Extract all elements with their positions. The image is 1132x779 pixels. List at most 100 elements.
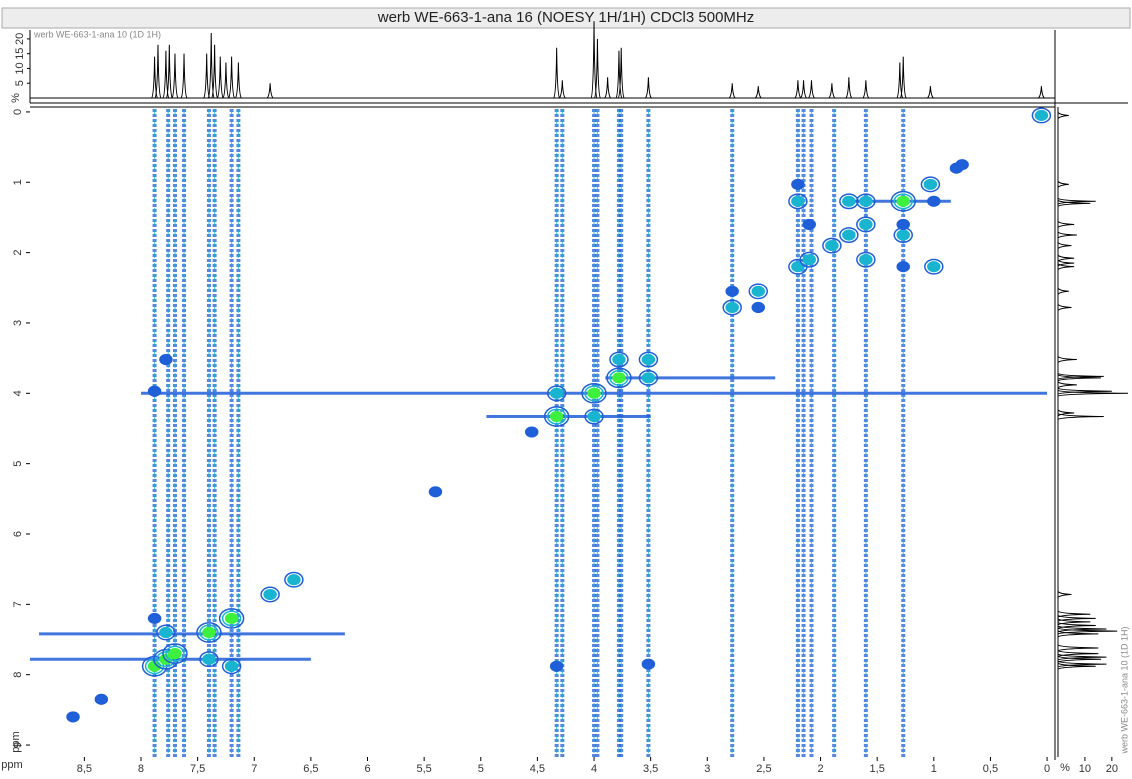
contour-ring	[825, 240, 839, 252]
trace-peak	[165, 44, 173, 99]
cross-peak	[638, 369, 659, 386]
cross-peak	[428, 486, 443, 498]
side-peak	[1057, 409, 1075, 417]
cross-peak	[641, 658, 656, 670]
side-peak	[1057, 389, 1129, 397]
cross-peak	[839, 193, 859, 210]
x-unit: ppm	[1, 759, 22, 771]
chart-title: werb WE-663-1-ana 16 (NOESY 1H/1H) CDCl3…	[377, 9, 755, 26]
side-peak	[1057, 614, 1096, 622]
contour-ring	[168, 648, 182, 660]
contour-ring	[66, 711, 80, 723]
trace-peak	[558, 80, 566, 99]
contour-ring	[543, 406, 570, 427]
x-tick-label: 3,5	[643, 763, 658, 775]
side-peak	[1057, 356, 1077, 363]
contour-ring	[802, 254, 816, 266]
side-peak	[1057, 627, 1118, 635]
contour-ring	[839, 227, 859, 243]
side-peak	[1057, 655, 1102, 663]
contour-ring	[641, 658, 656, 670]
contour-ring	[147, 612, 162, 624]
contour-ring	[788, 193, 808, 210]
cross-peak	[221, 658, 242, 675]
trace-peak	[604, 77, 612, 99]
trace-peak	[211, 44, 219, 99]
cross-peak	[927, 195, 941, 207]
contour-ring	[802, 218, 816, 231]
contour-ring	[799, 251, 819, 268]
trace-peak	[171, 53, 179, 99]
x-tick-label: 2	[817, 763, 823, 775]
contour-ring	[202, 653, 216, 665]
contour-ring	[263, 588, 277, 601]
cross-peak	[284, 571, 304, 588]
contour-ring	[842, 229, 856, 241]
contour-ring	[725, 285, 739, 297]
contour-ring	[924, 258, 944, 275]
contour-ring	[612, 353, 626, 366]
x-tick-label: 1	[931, 763, 937, 775]
contour-ring	[221, 610, 242, 627]
contour-ring	[609, 351, 629, 368]
plot-area	[30, 107, 1052, 757]
side-peak	[1057, 630, 1099, 638]
contour-ring	[859, 195, 873, 207]
y-tick-label: 0	[12, 109, 24, 115]
x-tick-label: 6	[364, 763, 370, 775]
side-peak	[1057, 644, 1099, 652]
contour-ring	[587, 387, 601, 399]
trace-peak	[615, 50, 623, 99]
cross-peak	[725, 285, 739, 297]
side-peak	[1057, 662, 1096, 670]
y-tick-label: 9	[12, 742, 24, 748]
contour-ring	[147, 385, 162, 397]
side-peak	[1057, 254, 1075, 262]
trace-peak	[728, 83, 736, 99]
trace-peak	[180, 53, 188, 99]
trace-peak	[800, 80, 807, 99]
cross-peak	[581, 382, 607, 404]
contour-ring	[856, 216, 876, 233]
y-tick-label: 4	[12, 390, 24, 396]
side-peak	[1057, 660, 1107, 668]
contour-ring	[955, 159, 969, 171]
contour-ring	[584, 385, 604, 402]
contour-ring	[859, 254, 873, 266]
x-tick-label: 4,5	[530, 763, 545, 775]
contour-ring	[896, 261, 910, 273]
cross-peak	[196, 622, 222, 643]
contour-ring	[156, 624, 176, 641]
contour-ring	[822, 237, 842, 254]
contour-ring	[428, 486, 443, 498]
cross-peak	[543, 406, 570, 427]
side-peak	[1057, 197, 1096, 205]
cross-peak	[788, 193, 808, 210]
contour-ring	[199, 624, 219, 641]
y-tick-label: 7	[12, 601, 24, 607]
trace-peak	[1038, 86, 1045, 99]
trace-peak	[266, 83, 274, 99]
contour-ring	[641, 372, 656, 384]
y-tick-label: 1	[12, 179, 24, 185]
contour-ring	[584, 408, 604, 425]
contour-ring	[606, 367, 632, 389]
contour-ring	[893, 193, 913, 210]
cross-peak	[162, 643, 188, 664]
x-tick-label: 0	[1044, 763, 1050, 775]
side-peak	[1057, 259, 1075, 267]
trace-peak	[845, 77, 853, 99]
cross-peak	[924, 258, 944, 275]
contour-ring	[896, 229, 910, 241]
x-tick-label: 1,5	[870, 763, 885, 775]
contour-ring	[549, 387, 564, 399]
contour-ring	[546, 408, 567, 425]
contour-ring	[920, 176, 941, 193]
trace-peak	[645, 77, 652, 99]
trace-peak	[899, 56, 907, 99]
contour-ring	[221, 658, 242, 675]
trace-peak	[862, 80, 870, 99]
contour-ring	[546, 385, 567, 402]
trace-peak	[617, 47, 625, 99]
